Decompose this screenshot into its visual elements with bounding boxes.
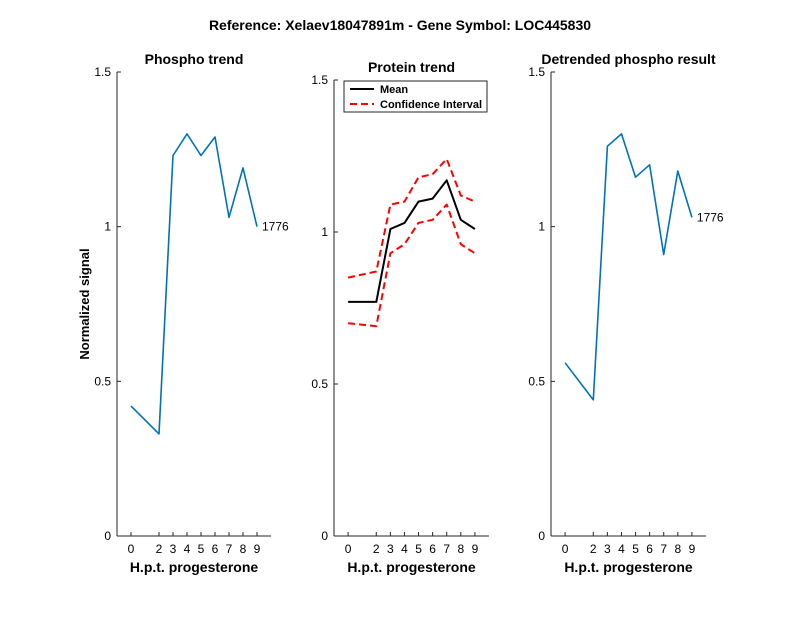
y-tick-label: 0.5 <box>94 374 111 388</box>
x-tick-label: 3 <box>604 542 611 556</box>
x-tick-label: 7 <box>443 542 450 556</box>
x-tick-label: 2 <box>373 542 380 556</box>
x-tick-label: 8 <box>457 542 464 556</box>
y-tick-label: 1 <box>321 225 328 239</box>
y-tick-label: 0 <box>104 529 111 543</box>
x-tick-label: 2 <box>156 542 163 556</box>
y-tick-label: 1 <box>538 220 545 234</box>
subplot-title: Protein trend <box>368 59 455 75</box>
y-axis-label: Normalized signal <box>77 248 92 359</box>
legend-label: Confidence Interval <box>380 99 482 111</box>
x-tick-label: 9 <box>254 542 261 556</box>
x-tick-label: 9 <box>689 542 696 556</box>
subplot-title: Phospho trend <box>145 51 244 67</box>
x-tick-label: 5 <box>415 542 422 556</box>
x-tick-label: 2 <box>590 542 597 556</box>
subplot-1: 0 0.5 1 1.5 0 2 3 4 5 6 7 8 9 Phospho trend H.p.t. pro… <box>77 51 289 575</box>
y-tick-label: 1.5 <box>528 65 545 79</box>
y-tick-label: 0 <box>538 529 545 543</box>
subplot-2: 0 0.5 1 1.5 0 2 3 4 5 6 7 8 9 Protein trend H.p.t. pro… <box>311 59 489 575</box>
x-tick-label: 4 <box>401 542 408 556</box>
x-tick-label: 7 <box>660 542 667 556</box>
x-tick-label: 3 <box>170 542 177 556</box>
series-line-1 <box>564 133 693 401</box>
series-line-1 <box>130 133 258 435</box>
y-tick-label: 0.5 <box>528 374 545 388</box>
subplot-title: Detrended phospho result <box>541 51 716 67</box>
legend-label: Mean <box>380 84 408 96</box>
subplot-3: 0 0.5 1 1.5 0 2 3 4 5 6 7 8 9 Detrended phospho resul… <box>528 51 724 575</box>
y-tick-label: 0 <box>321 529 328 543</box>
y-tick-label: 1 <box>104 220 111 234</box>
x-tick-label: 5 <box>198 542 205 556</box>
x-tick-label: 0 <box>345 542 352 556</box>
x-tick-label: 6 <box>429 542 436 556</box>
x-tick-label: 4 <box>618 542 625 556</box>
x-axis-label: H.p.t. progesterone <box>130 559 259 575</box>
legend: Mean Confidence Interval <box>343 80 488 113</box>
series-annotation: 1776 <box>697 210 724 224</box>
y-tick-label: 1.5 <box>311 73 328 87</box>
series-annotation: 1776 <box>262 220 289 234</box>
x-tick-label: 8 <box>674 542 681 556</box>
legend-box <box>343 80 488 113</box>
x-tick-label: 5 <box>632 542 639 556</box>
y-tick-label: 1.5 <box>94 65 111 79</box>
x-tick-label: 6 <box>646 542 653 556</box>
x-tick-label: 8 <box>240 542 247 556</box>
y-tick-label: 0.5 <box>311 377 328 391</box>
x-tick-label: 7 <box>226 542 233 556</box>
x-tick-label: 4 <box>184 542 191 556</box>
x-axis-label: H.p.t. progesterone <box>564 559 693 575</box>
x-tick-label: 0 <box>128 542 135 556</box>
figure-title: Reference: Xelaev18047891m - Gene Symbol… <box>209 17 591 33</box>
x-tick-label: 3 <box>387 542 394 556</box>
x-tick-label: 6 <box>212 542 219 556</box>
x-axis-label: H.p.t. progesterone <box>347 559 476 575</box>
series-line-3 <box>347 203 476 328</box>
series-confidence-interval <box>347 158 476 279</box>
series-mean <box>348 179 476 303</box>
x-tick-label: 9 <box>472 542 479 556</box>
x-tick-label: 0 <box>562 542 569 556</box>
